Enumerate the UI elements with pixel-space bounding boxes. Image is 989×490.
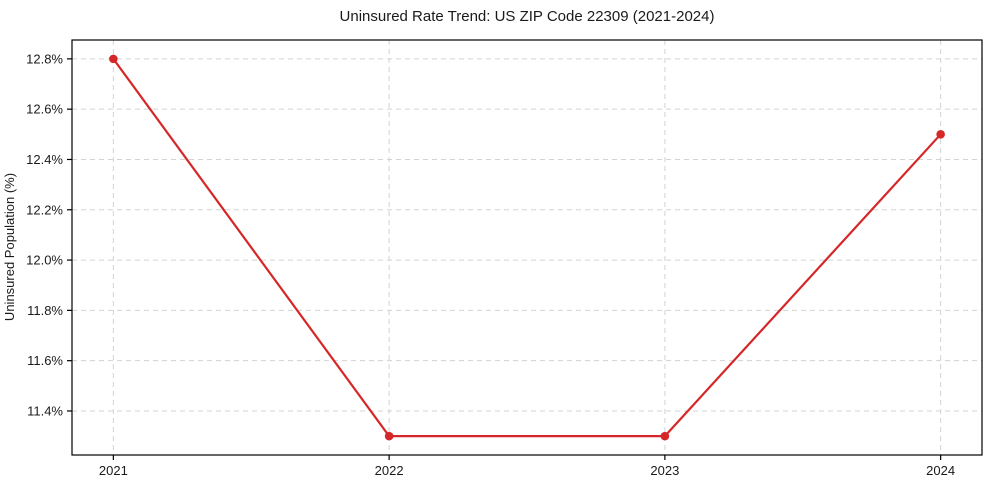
x-tick-label: 2021 <box>99 463 128 478</box>
plot-border <box>71 39 983 456</box>
x-tick-label: 2024 <box>926 463 955 478</box>
grid-layer <box>72 40 982 455</box>
data-point <box>109 54 118 64</box>
data-point <box>660 431 670 441</box>
trend-line <box>112 57 942 438</box>
y-tick-label: 11.8% <box>27 303 63 318</box>
y-tick-label: 11.4% <box>27 403 63 418</box>
x-tick-label: 2023 <box>650 463 679 478</box>
x-tick-label: 2022 <box>375 463 404 478</box>
y-tick-label: 12.2% <box>26 202 63 217</box>
y-tick-label: 12.8% <box>26 51 63 66</box>
data-series-layer <box>109 54 945 441</box>
y-axis-label: Uninsured Population (%) <box>2 173 17 321</box>
y-tick-label: 11.6% <box>27 353 63 368</box>
data-point <box>384 431 394 441</box>
tick-layer: 11.4% 11.6% 11.8% 12.0% 12.2% 12.4% 12.6% 12.8%… <box>26 51 955 478</box>
y-tick-label: 12.4% <box>26 152 63 167</box>
chart-title: Uninsured Rate Trend: US ZIP Code 22309 … <box>340 8 715 25</box>
y-tick-label: 12.6% <box>26 102 63 117</box>
y-tick-label: 12.0% <box>26 253 63 268</box>
data-point <box>936 130 945 139</box>
